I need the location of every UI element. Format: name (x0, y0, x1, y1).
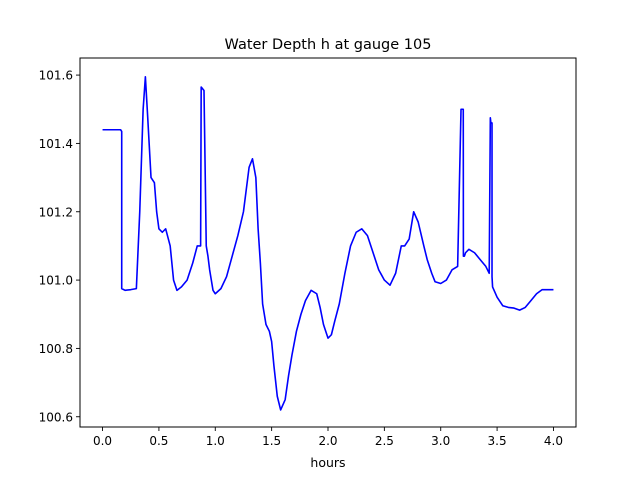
x-axis-label: hours (310, 455, 345, 470)
x-tick-label: 3.0 (431, 434, 450, 448)
series-line-0 (102, 75, 554, 411)
x-tick-label: 0.0 (93, 434, 112, 448)
chart-title: Water Depth h at gauge 105 (225, 37, 432, 53)
x-tick-label: 4.0 (544, 434, 563, 448)
y-axis-ticks: 100.6 100.8 101.0 101.2 101.4 101.6 (39, 69, 80, 424)
x-tick-label: 1.0 (206, 434, 225, 448)
x-tick-label: 3.5 (488, 434, 507, 448)
axes-frame (79, 57, 577, 428)
y-tick-label: 101.2 (39, 205, 73, 219)
plot-area (102, 75, 554, 411)
y-tick-label: 100.6 (39, 410, 73, 424)
x-tick-label: 0.5 (149, 434, 168, 448)
x-tick-label: 1.5 (262, 434, 281, 448)
y-tick-label: 101.0 (39, 274, 73, 288)
y-tick-label: 101.4 (39, 137, 73, 151)
y-tick-label: 100.8 (39, 342, 73, 356)
x-tick-label: 2.0 (318, 434, 337, 448)
x-tick-label: 2.5 (375, 434, 394, 448)
x-axis-ticks: 0.0 0.5 1.0 1.5 2.0 2.5 3.0 3.5 4.0 (93, 427, 563, 448)
y-tick-label: 101.6 (39, 69, 73, 83)
